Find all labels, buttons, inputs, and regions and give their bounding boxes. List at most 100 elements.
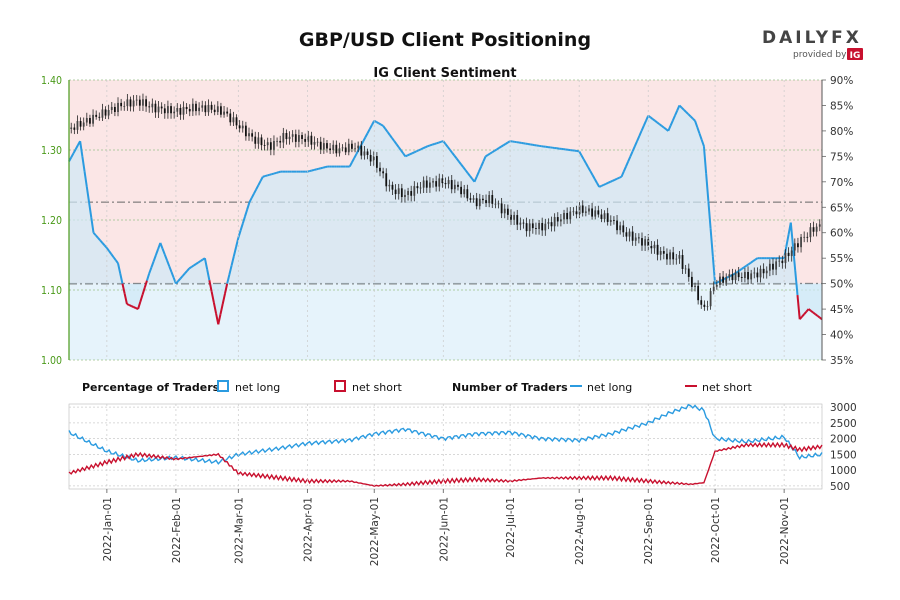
candle-body xyxy=(812,227,815,232)
candle-body xyxy=(731,274,734,281)
sentiment-segment xyxy=(117,263,122,274)
candle-body xyxy=(678,255,681,259)
sentiment-segment xyxy=(816,315,821,319)
candle-body xyxy=(525,223,528,232)
candle-body xyxy=(223,111,225,115)
candle-body xyxy=(266,142,269,146)
candle-body xyxy=(566,212,569,220)
candle-body xyxy=(157,106,160,113)
sentiment-segment xyxy=(431,143,435,146)
sentiment-segment xyxy=(683,109,687,113)
sentiment-segment xyxy=(123,293,128,305)
candle-body xyxy=(179,107,182,115)
candle-body xyxy=(400,188,403,198)
candle-body xyxy=(519,222,522,225)
candle-body xyxy=(363,151,366,156)
sentiment-segment xyxy=(420,147,424,151)
sentiment-segment xyxy=(629,150,634,157)
sentiment-segment xyxy=(101,242,106,247)
sentiment-segment xyxy=(473,176,478,183)
candle-body xyxy=(544,223,547,231)
sentiment-segment xyxy=(627,155,632,162)
candle-body xyxy=(285,133,288,140)
pct-tick-label: 40% xyxy=(830,330,853,342)
sentiment-segment xyxy=(413,150,417,154)
candle-body xyxy=(647,239,650,246)
candle-body xyxy=(728,274,731,278)
sentiment-segment xyxy=(487,152,491,156)
sentiment-segment xyxy=(316,167,319,171)
candle-body xyxy=(787,252,790,257)
candle-body xyxy=(697,285,700,301)
x-tick-label: 2022-Jun-01 xyxy=(438,497,450,562)
candle-body xyxy=(254,136,257,144)
legend-pct-heading: Percentage of Traders xyxy=(82,381,220,394)
positioning-panel: 1.00 1.10 1.20 1.30 1.40 35% 40% 45% 50% 55% 60% 65… xyxy=(41,75,853,367)
sentiment-segment xyxy=(309,169,313,173)
sentiment-segment xyxy=(264,174,268,178)
sentiment-segment xyxy=(230,255,235,266)
candle-body xyxy=(419,187,422,189)
candle-body xyxy=(744,272,746,278)
candle-body xyxy=(662,251,665,254)
candle-body xyxy=(282,133,285,143)
sentiment-segment xyxy=(168,265,173,273)
sentiment-segment xyxy=(678,104,683,109)
candle-body xyxy=(603,213,606,219)
sentiment-segment xyxy=(411,151,415,155)
sentiment-segment xyxy=(269,173,273,176)
sentiment-segment xyxy=(440,140,444,143)
candle-body xyxy=(669,252,671,260)
candle-body xyxy=(516,215,519,225)
sentiment-segment xyxy=(622,166,627,173)
legend-pct-long-label: net long xyxy=(235,381,280,394)
candle-body xyxy=(560,219,562,222)
candle-body xyxy=(360,145,363,156)
candle-body xyxy=(594,210,597,217)
price-tick-label: 1.40 xyxy=(41,75,62,87)
candle-body xyxy=(213,109,216,113)
sentiment-segment xyxy=(702,146,708,174)
candle-body xyxy=(304,138,307,142)
sentiment-segment xyxy=(455,157,460,163)
candle-body xyxy=(332,144,335,151)
sentiment-segment xyxy=(81,156,86,172)
sentiment-segment xyxy=(320,166,324,170)
candle-body xyxy=(422,180,425,188)
sentiment-segment xyxy=(275,171,279,174)
legend: Percentage of Traders net long net short… xyxy=(82,380,753,394)
sentiment-segment xyxy=(449,149,453,154)
candle-body xyxy=(170,106,172,114)
sentiment-segment xyxy=(612,178,616,182)
candle-body xyxy=(506,208,509,215)
count-tick-label: 3000 xyxy=(830,402,857,414)
candle-body xyxy=(347,143,350,153)
candle-body xyxy=(326,143,328,149)
candle-body xyxy=(394,189,397,195)
candle-body xyxy=(129,99,132,107)
sentiment-segment xyxy=(754,257,758,261)
candle-body xyxy=(319,141,322,150)
pct-tick-label: 85% xyxy=(830,100,853,112)
sentiment-area xyxy=(69,105,822,325)
sentiment-segment xyxy=(462,166,467,171)
sentiment-segment xyxy=(324,165,328,169)
candle-body xyxy=(294,134,297,142)
sentiment-segment xyxy=(705,173,710,202)
sentiment-segment xyxy=(789,222,795,247)
sentiment-segment xyxy=(318,167,321,170)
sentiment-segment xyxy=(616,176,620,180)
candle-body xyxy=(588,208,590,212)
candle-body xyxy=(444,183,447,185)
candle-body xyxy=(301,135,303,139)
sentiment-segment xyxy=(257,180,262,186)
candle-body xyxy=(382,171,385,174)
sentiment-segment xyxy=(90,217,95,233)
candle-body xyxy=(556,217,559,222)
candle-body xyxy=(690,276,693,287)
brand-provided-by: provided by xyxy=(793,50,847,60)
sentiment-segment xyxy=(407,153,411,157)
candle-body xyxy=(625,232,628,237)
sentiment-segment xyxy=(241,216,246,224)
candle-body xyxy=(372,156,375,162)
